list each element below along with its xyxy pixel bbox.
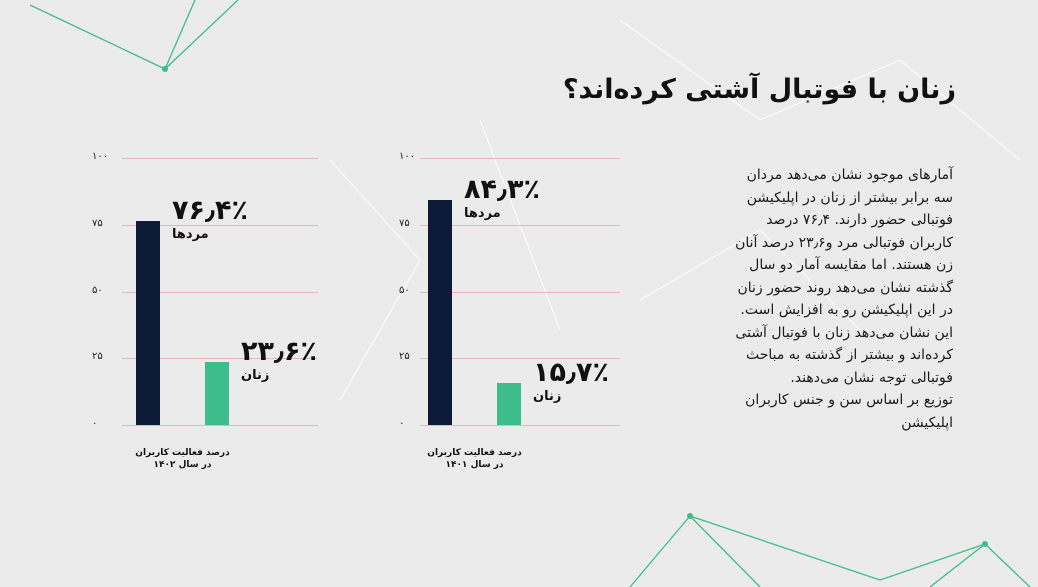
paragraph-line: فوتبالی حضور دارند. ۷۶٫۴ درصد <box>766 212 953 228</box>
description-paragraph: آمارهای موجود نشان می‌دهد مردان سه برابر… <box>663 164 953 434</box>
y-tick-label: ۲۵ <box>92 351 103 363</box>
gridline <box>122 224 318 226</box>
gridline <box>122 158 318 159</box>
paragraph-line: گذشته نشان می‌دهد روند حضور زنان <box>737 279 953 296</box>
gridline <box>420 158 620 159</box>
data-label: ۱۵٫۷٪ <box>533 357 610 389</box>
y-tick-label: ۱۰۰ <box>92 151 109 162</box>
caption-line: درصد فعالیت کاربران <box>135 448 230 458</box>
y-tick-label: ۱۰۰ <box>399 151 416 162</box>
paragraph-line: در این اپلیکیشن رو به افزایش است. <box>740 302 953 318</box>
gridline <box>122 291 318 293</box>
paragraph-line: کاربران فوتبالی مرد و۲۳٫۶ درصد آنان <box>735 234 953 251</box>
caption-line: درصد فعالیت کاربران <box>427 448 522 458</box>
paragraph-line: آمارهای موجود نشان می‌دهد مردان <box>746 167 953 183</box>
bar-women <box>205 361 229 425</box>
caption-line: در سال ۱۴۰۱ <box>445 460 504 470</box>
paragraph-line: کرده‌اند و بیشتر از گذشته به مباحث <box>745 347 953 363</box>
data-label: ۲۳٫۶٪ <box>241 335 318 367</box>
y-tick-label: ۵۰ <box>399 284 410 296</box>
y-tick-label: ۲۵ <box>399 351 410 363</box>
gridline <box>420 291 620 293</box>
paragraph-line: این نشان می‌دهد زنان با فوتبال آشتی <box>735 324 953 341</box>
category-label: مردها <box>172 227 209 242</box>
y-tick-label: ۷۵ <box>399 217 410 229</box>
bar-men <box>136 221 160 425</box>
data-label: ۸۴٫۳٪ <box>464 173 541 205</box>
bar-men <box>428 199 452 425</box>
paragraph-line: فوتبالی توجه نشان می‌دهند. <box>790 369 953 386</box>
chart-caption: درصد فعالیت کاربران در سال ۱۴۰۲ <box>113 447 253 471</box>
y-tick-label: ۰ <box>399 418 405 429</box>
paragraph-line: توزیع بر اساس سن و جنس کاربران <box>745 392 953 408</box>
y-tick-label: ۰ <box>92 418 98 429</box>
y-tick-label: ۷۵ <box>92 217 103 229</box>
bar-women <box>497 383 521 425</box>
gridline <box>420 358 620 360</box>
y-tick-label: ۵۰ <box>92 284 103 296</box>
paragraph-line: اپلیکیشن <box>901 414 953 431</box>
category-label: زنان <box>241 367 270 383</box>
slide-title: زنان با فوتبال آشتی کرده‌اند؟ <box>562 74 956 105</box>
gridline <box>122 358 318 360</box>
paragraph-line: سه برابر بیشتر از زنان در اپلیکیشن <box>746 189 953 206</box>
gridline <box>122 425 318 426</box>
chart-caption: درصد فعالیت کاربران در سال ۱۴۰۱ <box>405 447 545 471</box>
data-label: ۷۶٫۴٪ <box>172 195 249 226</box>
gridline <box>420 425 620 426</box>
category-label: زنان <box>533 389 562 405</box>
gridline <box>420 224 620 226</box>
caption-line: در سال ۱۴۰۲ <box>153 460 212 470</box>
category-label: مردها <box>464 205 501 221</box>
paragraph-line: زن هستند. اما مقایسه آمار دو سال <box>749 257 953 273</box>
